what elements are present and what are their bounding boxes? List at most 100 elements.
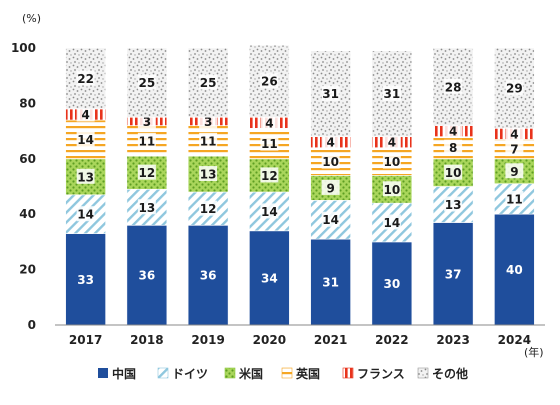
legend-swatch [157, 367, 169, 379]
bars-group: 33 14 13 14 4 22 36 13 12 11 3 25 36 12 13 11 3 25 34 14 12 1… [65, 44, 535, 326]
segment-value-label: 36 [200, 269, 217, 283]
bar-segment [432, 222, 474, 326]
segment-value-label: 29 [506, 82, 523, 96]
segment-label-bg [76, 106, 95, 122]
segment-value-label: 12 [200, 202, 217, 216]
segment-label-bg [444, 123, 463, 139]
segment-value-label: 3 [204, 115, 212, 129]
segment-value-label: 9 [510, 165, 518, 179]
segment-label-bg [76, 168, 95, 184]
bar-segment [494, 213, 535, 326]
segment-label-bg [444, 196, 463, 212]
legend-swatch [224, 367, 236, 379]
segment-label-bg [444, 139, 463, 155]
segment-label-bg [321, 85, 340, 101]
segment-value-label: 12 [139, 166, 156, 180]
segment-value-label: 14 [261, 205, 278, 219]
segment-value-label: 14 [384, 216, 401, 230]
segment-value-label: 11 [200, 134, 217, 148]
x-tick-label: 2018 [130, 333, 163, 347]
x-unit-label: (年) [524, 345, 544, 359]
y-tick-label: 80 [19, 96, 36, 110]
segment-value-label: 9 [326, 181, 334, 195]
y-tick-label: 60 [19, 152, 36, 166]
segment-label-bg [199, 74, 218, 90]
segment-value-label: 13 [200, 168, 217, 182]
segment-label-bg [505, 141, 524, 157]
segment-value-label: 4 [510, 127, 518, 141]
segment-value-label: 3 [143, 115, 151, 129]
segment-value-label: 22 [77, 72, 94, 86]
segment-value-label: 34 [261, 271, 278, 285]
segment-label-bg [321, 211, 340, 227]
segment-value-label: 10 [445, 166, 462, 180]
segment-value-label: 7 [510, 143, 518, 157]
y-tick-label: 100 [11, 41, 36, 55]
segment-label-bg [505, 190, 524, 206]
x-tick-label: 2022 [375, 333, 408, 347]
segment-label-bg [382, 153, 401, 169]
segment-value-label: 25 [200, 76, 217, 90]
y-tick-label: 20 [19, 263, 36, 277]
segment-label-bg [260, 167, 279, 183]
segment-value-label: 13 [445, 198, 462, 212]
segment-label-bg [382, 181, 401, 197]
bar-segment [65, 233, 106, 326]
segment-label-bg [321, 134, 340, 150]
x-tick-label: 2021 [314, 333, 347, 347]
segment-value-label: 31 [322, 276, 339, 290]
legend-label: 米国 [239, 366, 263, 381]
x-tick-label: 2024 [498, 333, 531, 347]
legend-swatch [281, 367, 293, 379]
segment-value-label: 4 [265, 116, 273, 130]
segment-value-label: 11 [506, 192, 523, 206]
legend-label: 英国 [296, 366, 320, 381]
segment-label-bg [260, 114, 279, 130]
segment-value-label: 13 [139, 201, 156, 215]
x-tick-label: 2020 [253, 333, 286, 347]
segment-value-label: 31 [322, 87, 339, 101]
segment-value-label: 10 [322, 155, 339, 169]
legend-label: フランス [357, 367, 405, 381]
segment-value-label: 28 [445, 80, 462, 94]
segment-value-label: 4 [449, 125, 457, 139]
segment-label-bg [444, 164, 463, 180]
segment-label-bg [137, 164, 156, 180]
segment-label-bg [382, 214, 401, 230]
x-tick-label: 2017 [69, 333, 102, 347]
segment-value-label: 26 [261, 75, 278, 89]
x-tick-label: 2019 [191, 333, 224, 347]
segment-value-label: 4 [326, 136, 334, 150]
segment-value-label: 10 [384, 183, 401, 197]
segment-label-bg [260, 203, 279, 219]
segment-value-label: 12 [261, 169, 278, 183]
y-axis: 0 20 40 60 80 100 [11, 41, 36, 332]
segment-label-bg [199, 166, 218, 182]
segment-label-bg [321, 179, 340, 195]
y-unit-label: (%) [22, 12, 41, 25]
segment-label-bg [505, 80, 524, 96]
segment-value-label: 11 [261, 137, 278, 151]
segment-label-bg [382, 85, 401, 101]
segment-label-bg [444, 78, 463, 94]
segment-value-label: 11 [139, 134, 156, 148]
legend-label: その他 [432, 366, 468, 381]
x-axis: 2017 2018 2019 2020 2021 2022 2023 2024 [69, 333, 531, 347]
segment-value-label: 25 [139, 76, 156, 90]
segment-label-bg [137, 199, 156, 215]
segment-value-label: 4 [81, 108, 89, 122]
bar-segment [187, 224, 229, 326]
legend-swatch [342, 367, 354, 379]
y-tick-label: 0 [28, 318, 36, 332]
segment-value-label: 14 [322, 213, 339, 227]
segment-value-label: 13 [77, 170, 94, 184]
segment-label-bg [199, 200, 218, 216]
segment-value-label: 14 [77, 133, 94, 147]
segment-label-bg [260, 73, 279, 89]
segment-value-label: 40 [506, 263, 523, 277]
legend-swatch [98, 368, 108, 378]
legend: 中国 ドイツ 米国 英国 フランス その他 [98, 366, 468, 381]
legend-label: 中国 [112, 366, 136, 381]
